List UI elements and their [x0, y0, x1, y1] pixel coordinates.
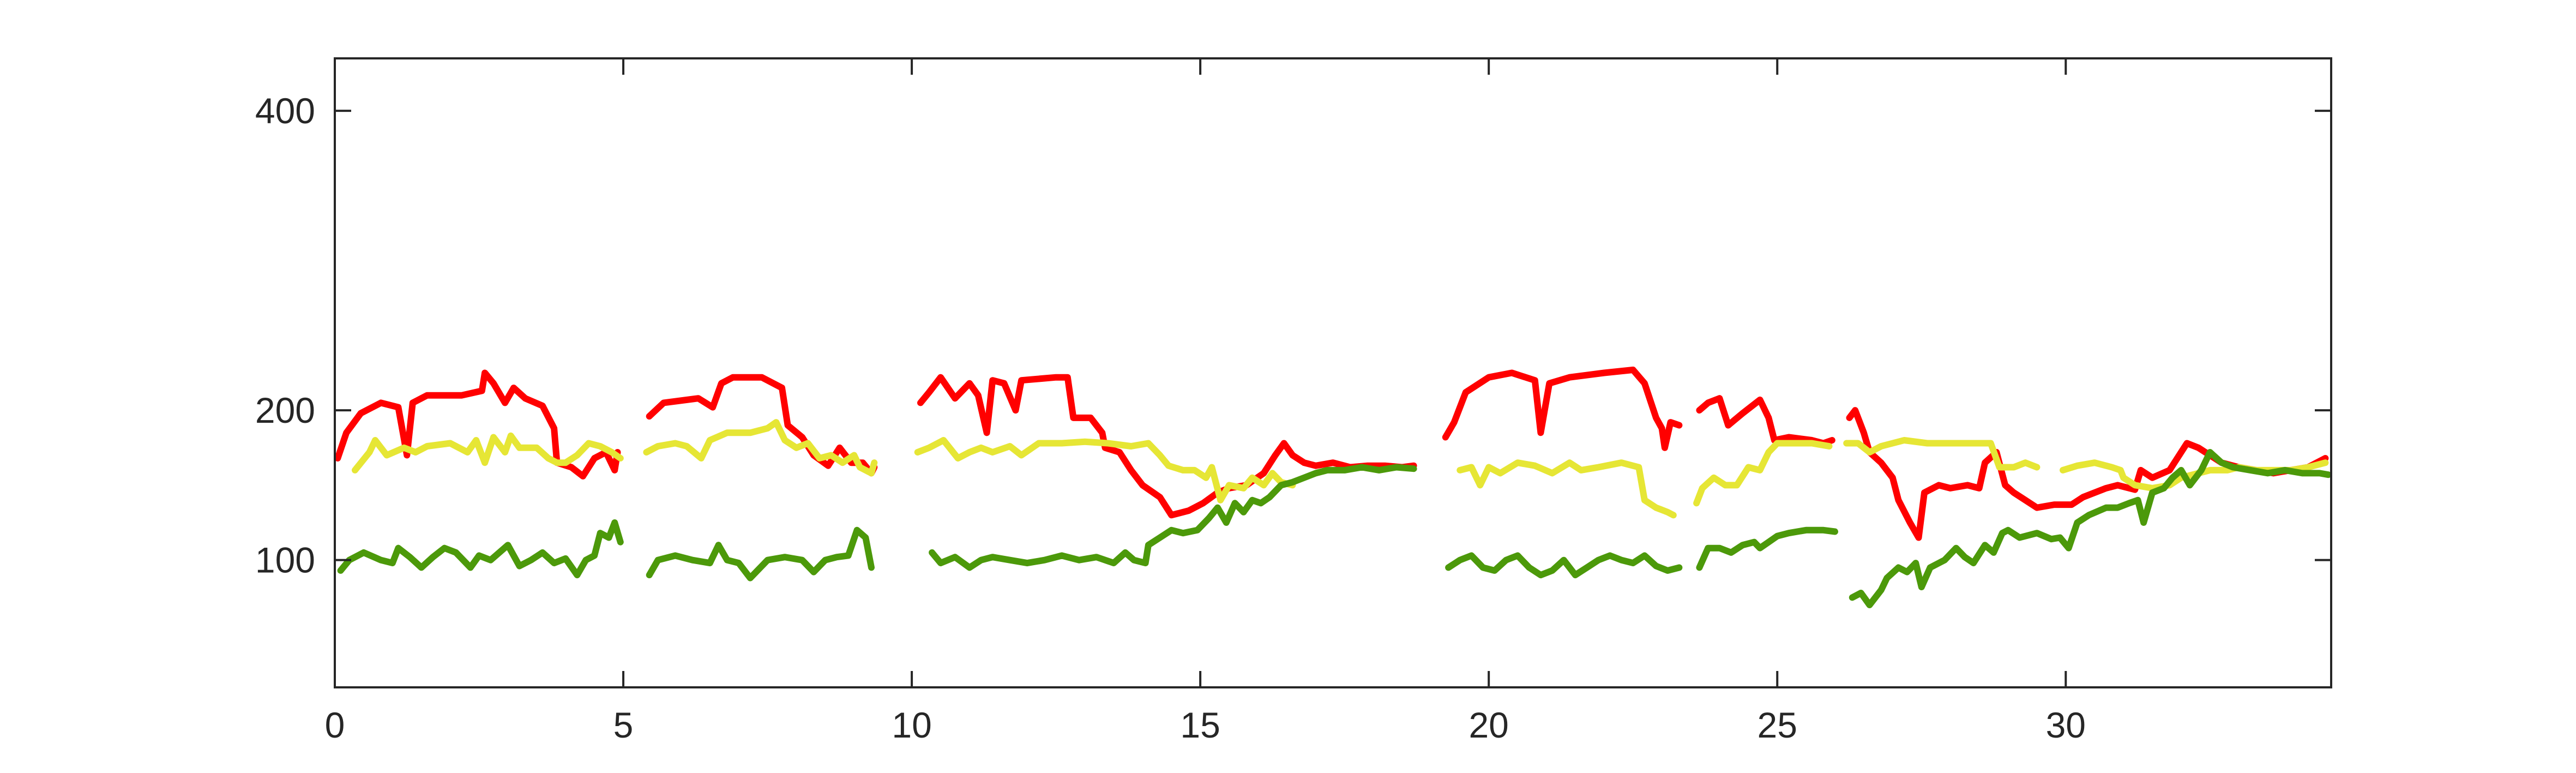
- x-tick-label: 15: [1180, 705, 1220, 745]
- series-3: [337, 449, 2332, 608]
- x-tick-label: 30: [2046, 705, 2086, 745]
- x-tick-label: 25: [1758, 705, 1797, 745]
- plot-area-frame: [334, 57, 2332, 688]
- series-layer: [334, 367, 2332, 608]
- series-2-segment-6: [1843, 437, 2041, 471]
- series-2-segment-1: [352, 432, 624, 474]
- series-2-segment-3: [914, 437, 1296, 504]
- x-tick-label: 5: [613, 705, 634, 745]
- series-3-segment-5: [1696, 526, 1838, 571]
- series-2-segment-2: [643, 419, 878, 477]
- series-1-segment-4: [1442, 367, 1683, 451]
- x-tick-label: 20: [1468, 705, 1508, 745]
- axis-layer: 0 5 10 15 20 25 30 100 200 400: [255, 58, 2331, 745]
- y-tick-label: 200: [255, 390, 315, 430]
- series-1-segment-1: [334, 369, 621, 480]
- x-tick-label: 0: [325, 705, 345, 745]
- series-3-segment-3: [929, 464, 1417, 571]
- series-2-segment-5: [1693, 440, 1833, 507]
- series-2-segment-4: [1456, 459, 1677, 519]
- series-3-segment-1: [337, 519, 624, 579]
- series-3-segment-4: [1445, 552, 1683, 579]
- series-1-segment-3: [917, 374, 1417, 519]
- series-3-segment-2: [646, 526, 875, 582]
- y-tick-label: 100: [255, 540, 315, 580]
- series-3-segment-6: [1849, 449, 2332, 608]
- x-tick-label: 10: [892, 705, 931, 745]
- y-tick-label: 400: [255, 91, 315, 131]
